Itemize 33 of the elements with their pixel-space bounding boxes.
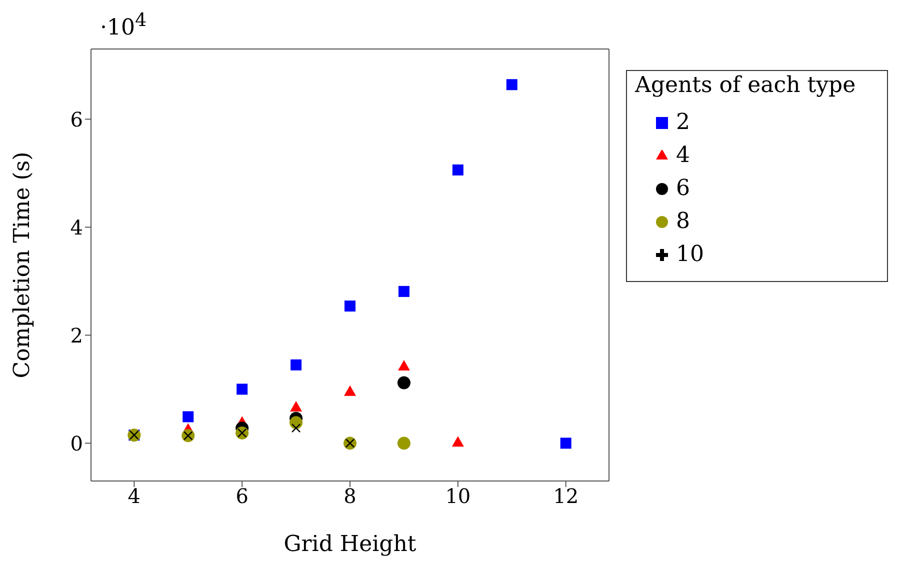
- point: [398, 286, 410, 297]
- point: [397, 376, 410, 390]
- point: [344, 385, 356, 396]
- point: [290, 401, 302, 412]
- legend-label: 10: [676, 242, 704, 267]
- y-tick-label: 4: [70, 215, 83, 240]
- text: ·10$^{4}$: [100, 10, 147, 40]
- point: [398, 360, 410, 370]
- x-tick-label: 10: [445, 484, 471, 508]
- point: [236, 384, 248, 395]
- point: [397, 436, 410, 450]
- legend-label: 4: [676, 143, 690, 168]
- point: [506, 79, 518, 90]
- point: [291, 423, 301, 433]
- x-tick-label: 12: [553, 484, 579, 508]
- y-tick-label: 2: [70, 323, 83, 348]
- point: [452, 164, 464, 176]
- x-tick-label: 6: [236, 484, 248, 508]
- legend-label: 8: [676, 209, 690, 234]
- legend-title: Agents of each type: [635, 73, 857, 98]
- point: [182, 411, 194, 422]
- point: [560, 438, 572, 449]
- y-tick-label: 0: [70, 431, 83, 456]
- x-tick-label: 4: [128, 484, 141, 508]
- legend-label: 6: [676, 176, 690, 201]
- point: [452, 436, 464, 447]
- point: [344, 300, 356, 312]
- y-tick-label: 6: [70, 107, 83, 132]
- point: [290, 359, 302, 370]
- y-axis-title: Completion Time (s): [10, 152, 35, 378]
- x-axis-title: Grid Height: [284, 532, 416, 557]
- x-tick-label: 8: [344, 484, 356, 508]
- legend-label: 2: [676, 110, 690, 135]
